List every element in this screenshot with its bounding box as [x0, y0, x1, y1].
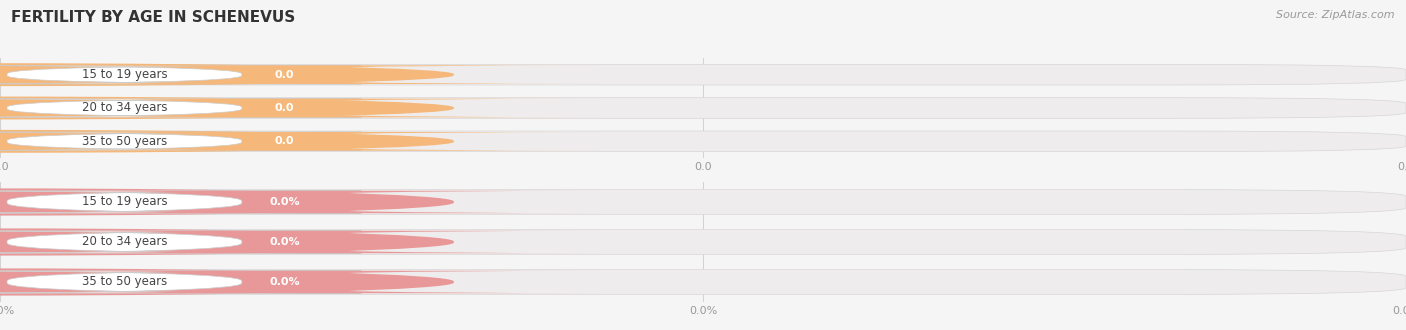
- Text: 0.0: 0.0: [276, 136, 294, 146]
- Text: Source: ZipAtlas.com: Source: ZipAtlas.com: [1277, 10, 1395, 20]
- Text: FERTILITY BY AGE IN SCHENEVUS: FERTILITY BY AGE IN SCHENEVUS: [11, 10, 295, 25]
- FancyBboxPatch shape: [0, 190, 1406, 214]
- FancyBboxPatch shape: [0, 231, 361, 253]
- Text: 35 to 50 years: 35 to 50 years: [82, 135, 167, 148]
- Text: 15 to 19 years: 15 to 19 years: [82, 68, 167, 81]
- Circle shape: [0, 97, 453, 119]
- FancyBboxPatch shape: [0, 99, 600, 117]
- FancyBboxPatch shape: [0, 271, 600, 293]
- FancyBboxPatch shape: [0, 64, 1406, 85]
- FancyBboxPatch shape: [0, 98, 1406, 118]
- Text: 0.0%: 0.0%: [270, 197, 299, 207]
- Text: 15 to 19 years: 15 to 19 years: [82, 195, 167, 209]
- FancyBboxPatch shape: [0, 99, 361, 117]
- FancyBboxPatch shape: [0, 231, 600, 253]
- Circle shape: [0, 269, 453, 295]
- FancyBboxPatch shape: [0, 132, 600, 151]
- FancyBboxPatch shape: [0, 270, 1406, 294]
- FancyBboxPatch shape: [0, 65, 361, 84]
- Text: 0.0%: 0.0%: [270, 237, 299, 247]
- Circle shape: [0, 229, 453, 255]
- Circle shape: [0, 131, 453, 152]
- Text: 0.0: 0.0: [276, 103, 294, 113]
- Text: 0.0%: 0.0%: [270, 277, 299, 287]
- FancyBboxPatch shape: [0, 271, 361, 293]
- Text: 35 to 50 years: 35 to 50 years: [82, 276, 167, 288]
- FancyBboxPatch shape: [0, 131, 1406, 152]
- Circle shape: [0, 189, 453, 215]
- Text: 20 to 34 years: 20 to 34 years: [82, 236, 167, 248]
- Text: 20 to 34 years: 20 to 34 years: [82, 102, 167, 115]
- FancyBboxPatch shape: [0, 191, 361, 213]
- FancyBboxPatch shape: [0, 230, 1406, 254]
- Text: 0.0: 0.0: [276, 70, 294, 80]
- FancyBboxPatch shape: [0, 132, 361, 151]
- FancyBboxPatch shape: [0, 191, 600, 213]
- FancyBboxPatch shape: [0, 65, 600, 84]
- Circle shape: [0, 64, 453, 85]
